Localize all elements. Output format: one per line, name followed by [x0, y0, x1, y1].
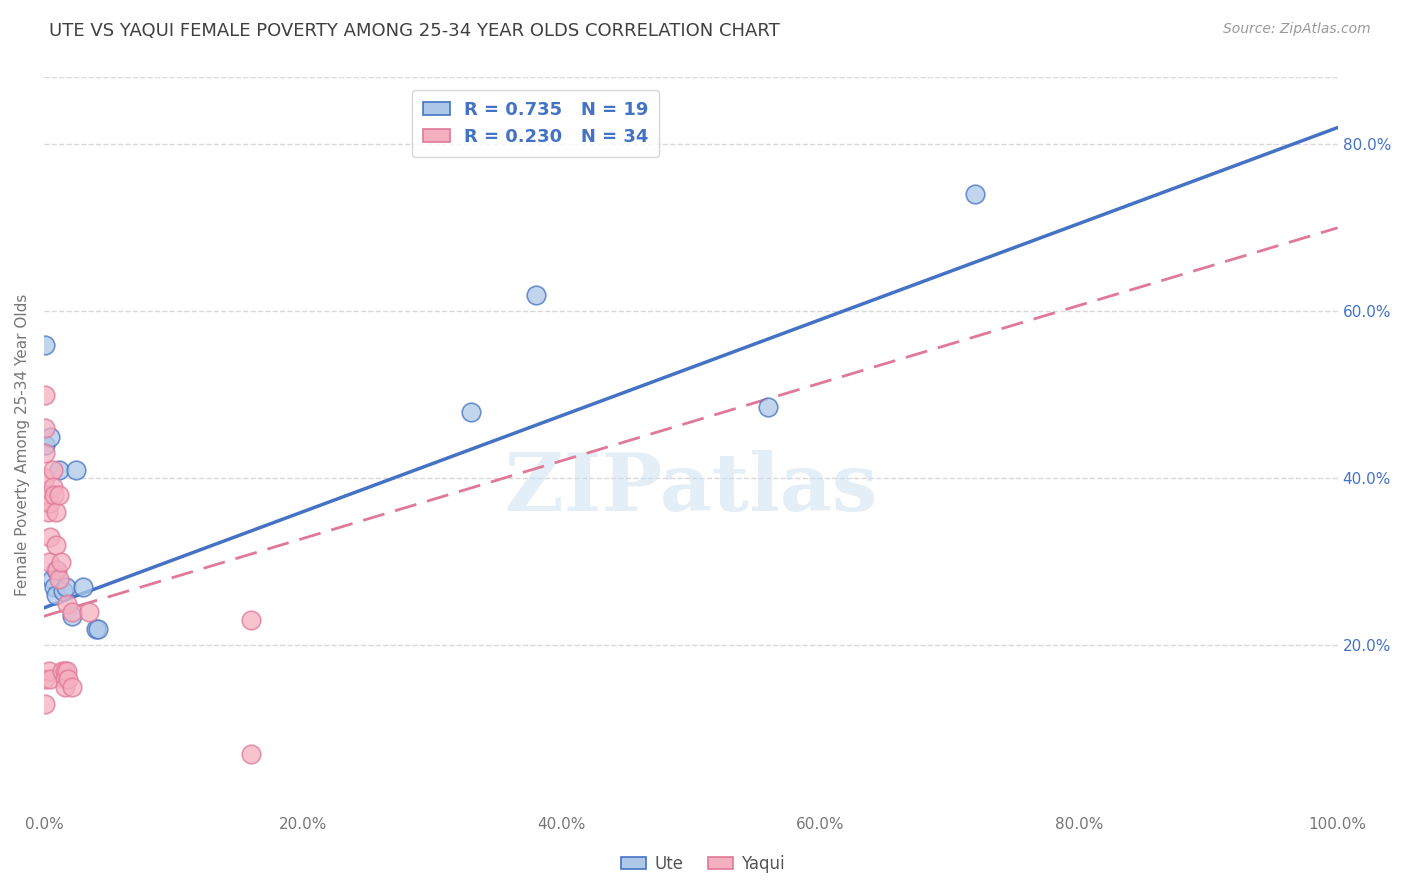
Point [84, 622, 107, 636]
Point [77, 605, 100, 619]
Point [48, 488, 70, 502]
Point [44, 538, 66, 552]
Text: Source: ZipAtlas.com: Source: ZipAtlas.com [1223, 22, 1371, 37]
Point [56, 597, 79, 611]
Point [44, 563, 66, 577]
Point [51, 664, 73, 678]
Point [965, 187, 987, 202]
Point [56, 664, 79, 678]
Point [39, 430, 62, 444]
Point [65, 463, 87, 477]
Point [48, 572, 70, 586]
Point [41, 572, 63, 586]
Y-axis label: Female Poverty Among 25-34 Year Olds: Female Poverty Among 25-34 Year Olds [15, 293, 30, 596]
Point [37, 505, 59, 519]
Legend: R = 0.735   N = 19, R = 0.230   N = 34: R = 0.735 N = 19, R = 0.230 N = 34 [412, 90, 659, 157]
Point [60, 605, 83, 619]
Point [39, 530, 62, 544]
Point [44, 488, 66, 502]
Point [42, 480, 65, 494]
Point [87, 622, 110, 636]
Point [53, 672, 76, 686]
Point [34, 421, 56, 435]
Point [53, 664, 76, 678]
Point [44, 580, 66, 594]
Point [42, 463, 65, 477]
Point [38, 555, 60, 569]
Point [38, 664, 60, 678]
Point [55, 580, 77, 594]
Point [37, 488, 59, 502]
Point [48, 463, 70, 477]
Point [34, 471, 56, 485]
Point [34, 388, 56, 402]
Point [39, 672, 62, 686]
Text: UTE VS YAQUI FEMALE POVERTY AMONG 25-34 YEAR OLDS CORRELATION CHART: UTE VS YAQUI FEMALE POVERTY AMONG 25-34 … [49, 22, 780, 40]
Point [460, 404, 482, 418]
Point [45, 563, 67, 577]
Point [239, 614, 262, 628]
Point [34, 438, 56, 452]
Text: ZIPatlas: ZIPatlas [505, 450, 877, 528]
Legend: Ute, Yaqui: Ute, Yaqui [614, 848, 792, 880]
Point [44, 505, 66, 519]
Point [34, 672, 56, 686]
Point [60, 680, 83, 694]
Point [49, 555, 72, 569]
Point [39, 496, 62, 510]
Point [72, 580, 94, 594]
Point [34, 337, 56, 351]
Point [758, 401, 780, 415]
Point [34, 446, 56, 460]
Point [60, 609, 83, 624]
Point [52, 584, 75, 599]
Point [53, 680, 76, 694]
Point [34, 697, 56, 711]
Point [44, 588, 66, 602]
Point [58, 672, 80, 686]
Point [239, 747, 262, 761]
Point [524, 287, 547, 301]
